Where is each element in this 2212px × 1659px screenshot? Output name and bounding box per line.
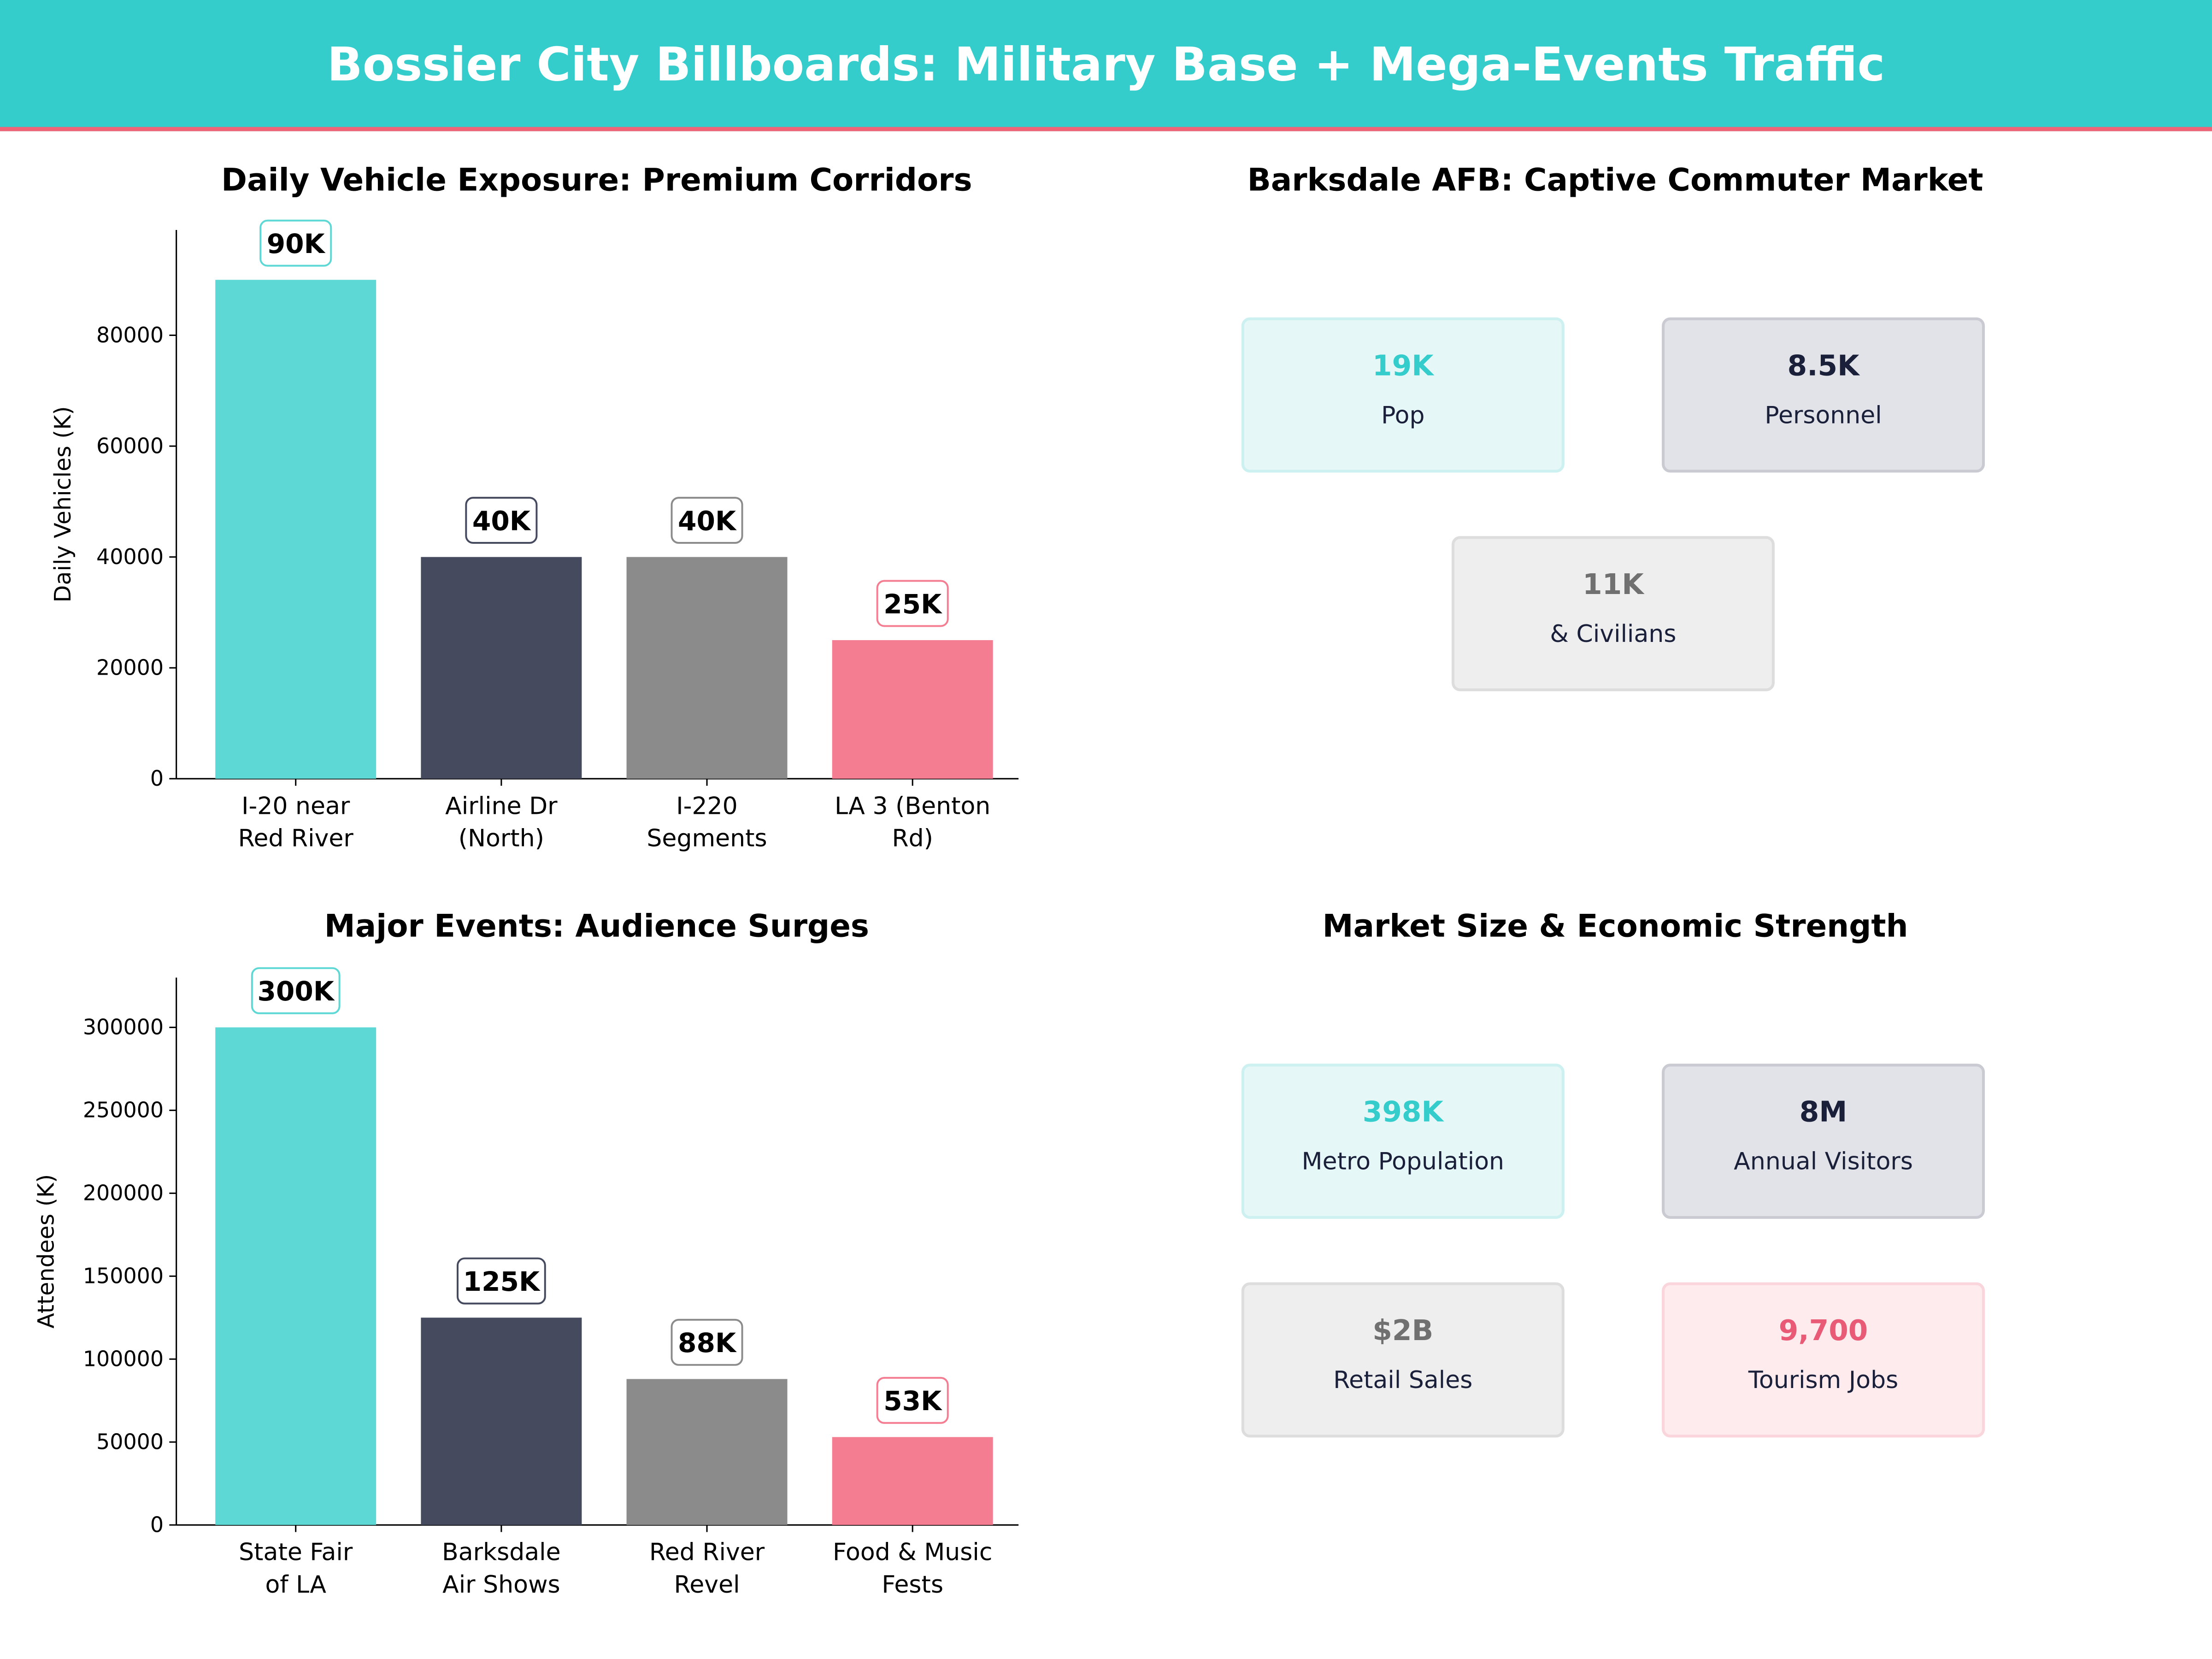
x-tick-label: I-20 near — [241, 792, 350, 820]
y-tick-label: 100000 — [83, 1347, 164, 1371]
x-tick-label: of LA — [265, 1571, 326, 1599]
data-label: 25K — [883, 588, 942, 620]
x-tick-label: Segments — [647, 825, 767, 853]
kpi-card: 11K & Civilians — [1451, 536, 1775, 691]
data-label-box — [456, 1257, 546, 1305]
y-tick-label: 200000 — [83, 1181, 164, 1206]
kpi-label: Tourism Jobs — [1748, 1367, 1899, 1395]
data-label: 90K — [267, 228, 326, 259]
kpi-card: 19K Pop — [1241, 317, 1565, 473]
x-tick-label: LA 3 (Benton — [835, 792, 990, 820]
data-label-box — [251, 967, 341, 1014]
kpi-card: 398K Metro Population — [1241, 1064, 1565, 1219]
kpi-card: 9,700 Tourism Jobs — [1662, 1282, 1985, 1438]
bar — [421, 1318, 582, 1525]
kpi-card: $2B Retail Sales — [1241, 1282, 1565, 1438]
x-tick-label: Food & Music — [833, 1539, 992, 1566]
page-title: Bossier City Billboards: Military Base +… — [327, 36, 1885, 91]
kpi-value: 398K — [1362, 1094, 1443, 1129]
kpi-card: 8M Annual Visitors — [1662, 1064, 1985, 1219]
x-tick-label: I-220 — [676, 792, 737, 820]
x-tick-label: State Fair — [239, 1539, 353, 1566]
y-axis-label: Attendees (K) — [33, 1174, 59, 1329]
data-label: 40K — [678, 505, 737, 536]
y-tick-label: 20000 — [96, 655, 164, 680]
x-tick-label: Red River — [649, 1539, 765, 1566]
data-label-box — [465, 497, 538, 544]
x-tick-label: Airline Dr — [445, 792, 558, 820]
data-label: 53K — [883, 1385, 942, 1417]
x-tick-label: Revel — [674, 1571, 740, 1599]
kpi-label: Pop — [1381, 402, 1425, 430]
bar — [421, 557, 582, 779]
data-label-box — [671, 497, 743, 544]
kpi-label: Retail Sales — [1333, 1367, 1473, 1395]
bar — [626, 557, 788, 779]
y-tick-label: 50000 — [96, 1430, 164, 1454]
y-tick-label: 0 — [150, 766, 164, 791]
kpi-label: Annual Visitors — [1734, 1148, 1913, 1177]
kpi-title-barksdale: Barksdale AFB: Captive Commuter Market — [1247, 164, 1983, 199]
y-tick-label: 80000 — [96, 323, 164, 347]
data-label: 300K — [257, 976, 335, 1007]
kpi-label: Personnel — [1765, 402, 1882, 430]
kpi-value: 11K — [1583, 567, 1644, 601]
bar — [215, 280, 377, 779]
kpi-value: 19K — [1372, 348, 1434, 382]
data-label: 125K — [463, 1266, 541, 1297]
bar — [832, 640, 993, 779]
kpi-value: 8.5K — [1787, 348, 1859, 382]
x-tick-label: Rd) — [892, 825, 933, 853]
kpi-value: 8M — [1799, 1094, 1847, 1129]
kpi-title-market: Market Size & Economic Strength — [1322, 910, 1908, 946]
data-label-box — [671, 1318, 743, 1366]
x-tick-label: (North) — [459, 825, 544, 853]
y-tick-label: 40000 — [96, 544, 164, 569]
kpi-value: $2B — [1372, 1313, 1434, 1347]
kpi-label: Metro Population — [1301, 1148, 1505, 1177]
kpi-value: 9,700 — [1778, 1313, 1868, 1347]
bar — [832, 1437, 993, 1525]
y-tick-label: 150000 — [83, 1264, 164, 1288]
y-tick-label: 0 — [150, 1512, 164, 1537]
header-banner: Bossier City Billboards: Military Base +… — [0, 0, 2212, 131]
kpi-label: & Civilians — [1550, 620, 1677, 649]
x-tick-label: Barksdale — [442, 1539, 561, 1566]
data-label-box — [876, 580, 949, 627]
y-tick-label: 60000 — [96, 433, 164, 458]
x-tick-label: Fests — [882, 1571, 943, 1599]
data-label-box — [876, 1377, 949, 1424]
x-tick-label: Air Shows — [442, 1571, 560, 1599]
bar — [626, 1379, 788, 1525]
data-label: 88K — [678, 1327, 737, 1359]
data-label-box — [259, 219, 332, 267]
chart-title-vehicles: Daily Vehicle Exposure: Premium Corridor… — [221, 164, 972, 199]
data-label: 40K — [472, 505, 531, 536]
x-tick-label: Red River — [238, 825, 354, 853]
chart-title-events: Major Events: Audience Surges — [324, 910, 870, 946]
y-tick-label: 300000 — [83, 1015, 164, 1040]
kpi-card: 8.5K Personnel — [1662, 317, 1985, 473]
bar — [215, 1027, 377, 1525]
y-axis-label: Daily Vehicles (K) — [50, 406, 76, 602]
y-tick-label: 250000 — [83, 1098, 164, 1123]
